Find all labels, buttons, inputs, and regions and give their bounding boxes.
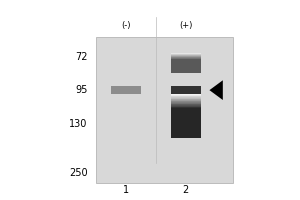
Text: 95: 95 [75, 85, 88, 95]
Bar [171, 56, 200, 57]
Bar [171, 100, 200, 101]
Bar [171, 98, 200, 99]
Bar [171, 101, 200, 102]
Bar [171, 103, 200, 104]
Text: 72: 72 [75, 52, 88, 62]
Text: 250: 250 [69, 168, 88, 178]
Bar [171, 107, 200, 108]
Bar [171, 108, 200, 109]
Bar [171, 60, 200, 73]
Bar [171, 55, 200, 56]
Bar [171, 97, 200, 98]
Bar [171, 57, 200, 58]
Text: 2: 2 [182, 185, 189, 195]
Bar [171, 109, 200, 138]
Text: 1: 1 [123, 185, 129, 195]
Bar [171, 99, 200, 100]
Bar [171, 95, 200, 96]
Bar [171, 105, 200, 106]
Bar [171, 59, 200, 60]
Bar [171, 53, 200, 54]
Bar [171, 102, 200, 103]
Bar [171, 106, 200, 107]
Bar [171, 54, 200, 55]
Text: (-): (-) [122, 21, 131, 30]
Bar [171, 58, 200, 59]
Bar [111, 86, 141, 94]
Bar [171, 96, 200, 97]
Text: 130: 130 [69, 119, 88, 129]
Text: (+): (+) [179, 21, 192, 30]
Bar [97, 37, 233, 183]
Bar [171, 94, 200, 95]
Bar [171, 86, 200, 94]
Bar [171, 104, 200, 105]
Polygon shape [209, 80, 223, 100]
